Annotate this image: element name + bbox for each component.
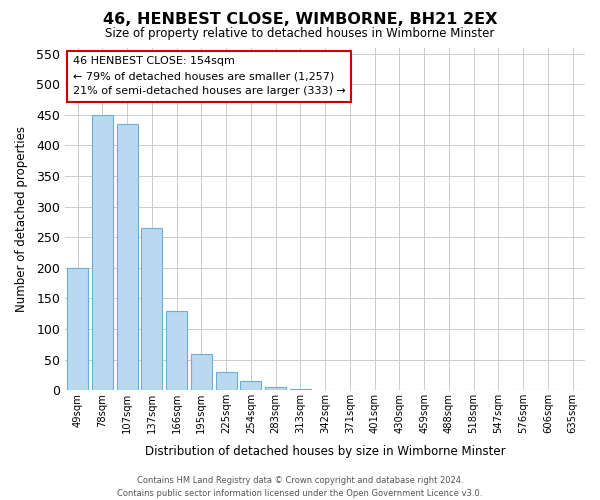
Text: Size of property relative to detached houses in Wimborne Minster: Size of property relative to detached ho… — [106, 28, 494, 40]
Text: 46, HENBEST CLOSE, WIMBORNE, BH21 2EX: 46, HENBEST CLOSE, WIMBORNE, BH21 2EX — [103, 12, 497, 28]
Bar — [116, 124, 137, 390]
Text: Contains HM Land Registry data © Crown copyright and database right 2024.
Contai: Contains HM Land Registry data © Crown c… — [118, 476, 482, 498]
Text: 46 HENBEST CLOSE: 154sqm
← 79% of detached houses are smaller (1,257)
21% of sem: 46 HENBEST CLOSE: 154sqm ← 79% of detach… — [73, 56, 346, 96]
Bar — [142, 228, 163, 390]
Y-axis label: Number of detached properties: Number of detached properties — [15, 126, 28, 312]
Bar — [191, 354, 212, 390]
Bar — [215, 372, 236, 390]
Bar — [241, 381, 262, 390]
X-axis label: Distribution of detached houses by size in Wimborne Minster: Distribution of detached houses by size … — [145, 444, 505, 458]
Bar — [166, 310, 187, 390]
Bar — [290, 389, 311, 390]
Bar — [265, 387, 286, 390]
Bar — [67, 268, 88, 390]
Bar — [92, 115, 113, 390]
